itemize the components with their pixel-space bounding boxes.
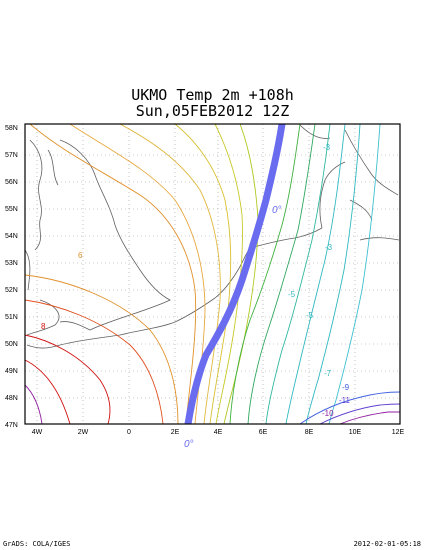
lon-label: 2W (78, 429, 89, 436)
cold-contours (229, 123, 401, 425)
chart-title-line2: Sun,05FEB2012 12Z (135, 102, 290, 120)
lat-label: 58N (5, 125, 18, 132)
contour-label-m3a: -3 (323, 143, 331, 152)
contour-label-m9: -9 (342, 383, 350, 392)
lat-label: 55N (5, 206, 18, 213)
lat-label: 49N (5, 368, 18, 375)
lat-label: 56N (5, 179, 18, 186)
lon-label: 4W (32, 429, 43, 436)
lat-label: 48N (5, 395, 18, 402)
zero-label-north: 0° (272, 205, 282, 216)
graticule (25, 124, 400, 424)
map-area (25, 124, 400, 424)
freezing-line (184, 123, 286, 425)
lon-label: 10E (349, 429, 362, 436)
contour-label-m11: -11 (339, 396, 351, 405)
lon-label: 2E (171, 429, 180, 436)
lat-label: 50N (5, 341, 18, 348)
lat-label: 52N (5, 287, 18, 294)
zero-label-south: 0° (184, 439, 194, 450)
lon-label: 6E (259, 429, 268, 436)
lon-label: 8E (305, 429, 314, 436)
contour-label-m5a: -5 (288, 290, 296, 299)
lon-label: 0 (127, 429, 131, 436)
chart-title-line1: UKMO Temp 2m +108h (131, 86, 294, 104)
map-border (24, 123, 401, 425)
lon-label: 12E (392, 429, 405, 436)
contour-label-m5b: -5 (306, 311, 314, 320)
contour-label-m7: -7 (324, 369, 332, 378)
lon-axis: 4W 2W 0 2E 4E 6E 8E 10E 12E (32, 429, 405, 436)
footer-timestamp: 2012-02-01-05:18 (353, 540, 421, 548)
contour-label-m10: -10 (322, 409, 334, 418)
lat-label: 54N (5, 233, 18, 240)
lat-label: 57N (5, 152, 18, 159)
lat-label: 53N (5, 260, 18, 267)
lat-label: 51N (5, 314, 18, 321)
contour-label-m3b: -3 (325, 243, 333, 252)
footer-credit: GrADS: COLA/IGES (3, 540, 71, 548)
lat-axis: 58N 57N 56N 55N 54N 53N 52N 51N 50N 49N … (5, 125, 18, 429)
contour-labels: 0° 0° 8 6 -3 -3 -5 -5 -7 -9 -11 -10 (41, 143, 351, 450)
lon-label: 4E (214, 429, 223, 436)
contour-label-8: 8 (41, 322, 46, 331)
contour-label-6: 6 (78, 251, 83, 260)
lat-label: 47N (5, 422, 18, 429)
